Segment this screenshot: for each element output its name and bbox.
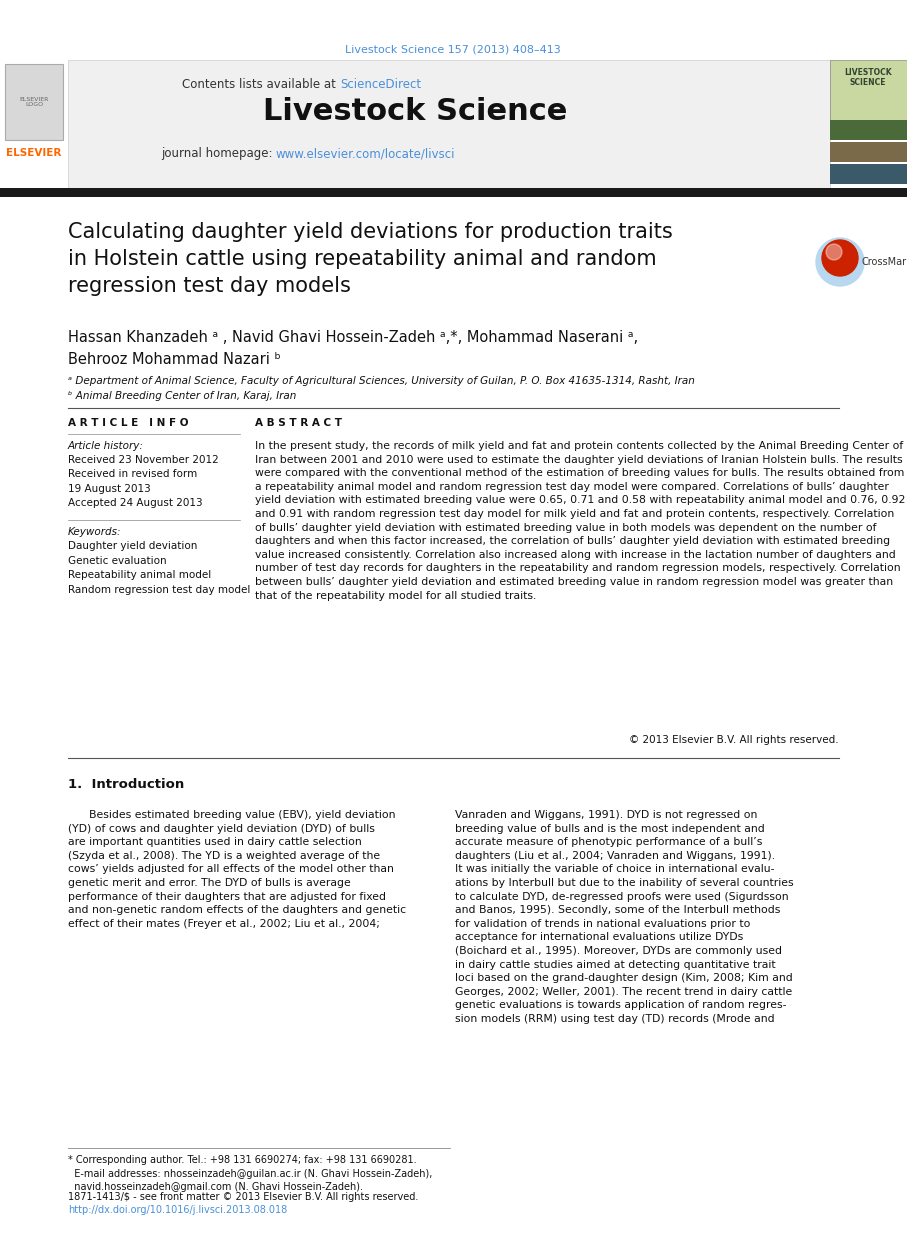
Text: 1871-1413/$ - see front matter © 2013 Elsevier B.V. All rights reserved.: 1871-1413/$ - see front matter © 2013 El…	[68, 1192, 418, 1202]
Text: Livestock Science: Livestock Science	[263, 98, 567, 126]
Text: Article history:: Article history:	[68, 441, 144, 451]
Circle shape	[816, 238, 864, 286]
Text: CrossMark: CrossMark	[862, 258, 907, 267]
Text: Keywords:: Keywords:	[68, 527, 122, 537]
Text: ELSEVIER
LOGO: ELSEVIER LOGO	[19, 97, 49, 108]
Bar	[5, 64, 63, 140]
Text: Besides estimated breeding value (EBV), yield deviation
(YD) of cows and daughte: Besides estimated breeding value (EBV), …	[68, 810, 406, 928]
Text: © 2013 Elsevier B.V. All rights reserved.: © 2013 Elsevier B.V. All rights reserved…	[629, 735, 839, 745]
Text: Hassan Khanzadeh ᵃ , Navid Ghavi Hossein-Zadeh ᵃ,*, Mohammad Naserani ᵃ,: Hassan Khanzadeh ᵃ , Navid Ghavi Hossein…	[68, 331, 639, 345]
Text: A B S T R A C T: A B S T R A C T	[255, 418, 342, 428]
Text: ScienceDirect: ScienceDirect	[340, 78, 421, 92]
Text: In the present study, the records of milk yield and fat and protein contents col: In the present study, the records of mil…	[255, 441, 905, 600]
Bar	[68, 59, 830, 188]
Text: Received 23 November 2012
Received in revised form
19 August 2013
Accepted 24 Au: Received 23 November 2012 Received in re…	[68, 456, 219, 509]
Bar	[830, 163, 907, 184]
Text: Contents lists available at: Contents lists available at	[182, 78, 340, 92]
Text: Livestock Science 157 (2013) 408–413: Livestock Science 157 (2013) 408–413	[346, 45, 561, 54]
Circle shape	[822, 240, 858, 276]
Text: ᵇ Animal Breeding Center of Iran, Karaj, Iran: ᵇ Animal Breeding Center of Iran, Karaj,…	[68, 391, 297, 401]
Text: LIVESTOCK
SCIENCE: LIVESTOCK SCIENCE	[844, 68, 892, 88]
Text: www.elsevier.com/locate/livsci: www.elsevier.com/locate/livsci	[276, 147, 455, 161]
Text: A R T I C L E   I N F O: A R T I C L E I N F O	[68, 418, 189, 428]
Text: Behrooz Mohammad Nazari ᵇ: Behrooz Mohammad Nazari ᵇ	[68, 352, 281, 366]
Text: ELSEVIER: ELSEVIER	[6, 149, 62, 158]
Bar	[830, 59, 907, 120]
Text: 1.  Introduction: 1. Introduction	[68, 777, 184, 791]
Text: ᵃ Department of Animal Science, Faculty of Agricultural Sciences, University of : ᵃ Department of Animal Science, Faculty …	[68, 376, 695, 386]
Text: http://dx.doi.org/10.1016/j.livsci.2013.08.018: http://dx.doi.org/10.1016/j.livsci.2013.…	[68, 1205, 288, 1214]
Bar	[0, 188, 907, 197]
Bar	[830, 142, 907, 162]
Bar	[830, 120, 907, 140]
Text: * Corresponding author. Tel.: +98 131 6690274; fax: +98 131 6690281.
  E-mail ad: * Corresponding author. Tel.: +98 131 66…	[68, 1155, 433, 1192]
Circle shape	[826, 244, 842, 260]
Text: Daughter yield deviation
Genetic evaluation
Repeatability animal model
Random re: Daughter yield deviation Genetic evaluat…	[68, 541, 250, 595]
Text: Calculating daughter yield deviations for production traits
in Holstein cattle u: Calculating daughter yield deviations fo…	[68, 222, 673, 296]
Text: journal homepage:: journal homepage:	[161, 147, 276, 161]
Text: Vanraden and Wiggans, 1991). DYD is not regressed on
breeding value of bulls and: Vanraden and Wiggans, 1991). DYD is not …	[455, 810, 794, 1024]
Bar	[0, 59, 68, 188]
